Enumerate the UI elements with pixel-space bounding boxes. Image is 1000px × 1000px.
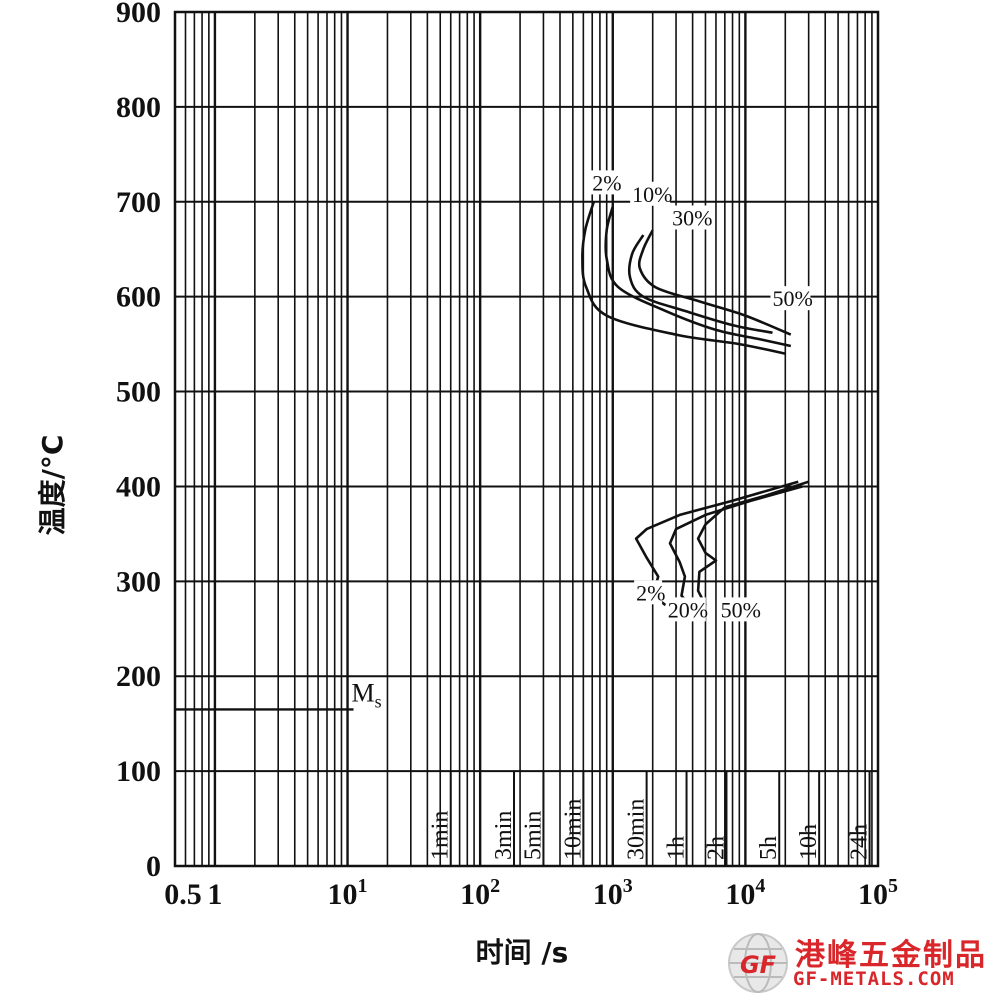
x-tick-label: 104 bbox=[725, 875, 765, 911]
bainite-curve-label: 2% bbox=[636, 580, 665, 605]
time-marker-label: 30min bbox=[624, 799, 650, 860]
pearlite-curve bbox=[637, 229, 792, 336]
bainite-curve-label: 20% bbox=[668, 597, 708, 622]
globe-logo-icon: GF bbox=[728, 933, 788, 993]
x-tick-label: 1 bbox=[207, 878, 222, 911]
y-tick-label: 400 bbox=[116, 470, 161, 503]
x-tick-label: 102 bbox=[460, 875, 500, 911]
watermark: GF 港峰五金制品 GF-METALS.COM bbox=[725, 928, 997, 996]
time-marker-label: 24h bbox=[847, 824, 873, 860]
time-marker-label: 5min bbox=[520, 811, 546, 860]
pearlite-curve-label: 50% bbox=[772, 286, 812, 311]
y-tick-label: 200 bbox=[116, 660, 161, 693]
y-tick-label: 800 bbox=[116, 91, 161, 124]
y-tick-label: 700 bbox=[116, 186, 161, 219]
time-markers: 1min 3min 5min 10min 30min 1h 2h 5h 10h 24h bbox=[428, 771, 873, 866]
time-marker-label: 10min bbox=[560, 799, 586, 860]
pearlite-curve bbox=[628, 234, 773, 334]
x-tick-labels: 0.5 1 101 102 103 104 105 bbox=[164, 875, 898, 911]
pearlite-curve-label: 2% bbox=[592, 170, 621, 195]
pearlite-curve bbox=[604, 206, 792, 348]
transformation-curves: 2% 10%30%50%2%20% 50% bbox=[581, 170, 813, 622]
time-marker-label: 5h bbox=[756, 836, 782, 860]
x-tick-label: 101 bbox=[328, 875, 368, 911]
y-tick-labels: 0 100 200 300 400 500 600 700 800 900 bbox=[116, 0, 161, 883]
y-tick-label: 600 bbox=[116, 281, 161, 314]
logo-text: GF bbox=[740, 951, 777, 979]
x-axis-title: 时间 /s bbox=[476, 936, 569, 969]
time-marker-label: 1h bbox=[664, 836, 690, 860]
y-tick-label: 300 bbox=[116, 565, 161, 598]
bainite-curve-label-bg bbox=[634, 580, 663, 605]
grid bbox=[173, 10, 880, 868]
pearlite-curve-label-bg bbox=[770, 286, 811, 311]
x-tick-label: 0.5 bbox=[164, 878, 202, 911]
x-tick-label: 103 bbox=[593, 875, 633, 911]
pearlite-curve-label-bg bbox=[630, 181, 671, 206]
y-tick-label: 100 bbox=[116, 755, 161, 788]
x-tick-label: 105 bbox=[858, 875, 898, 911]
watermark-cn: 港峰五金制品 bbox=[795, 938, 987, 973]
bainite-curve-label-bg bbox=[665, 597, 706, 622]
pearlite-curve-label: 10% bbox=[632, 182, 672, 207]
ms-label: Ms bbox=[352, 678, 382, 711]
watermark-en: GF-METALS.COM bbox=[793, 968, 955, 990]
time-marker-label: 1min bbox=[428, 811, 454, 860]
y-tick-label: 0 bbox=[146, 850, 161, 883]
y-axis-title: 温度/°C bbox=[36, 435, 69, 536]
pearlite-curve-label: 30% bbox=[672, 206, 712, 231]
bainite-curve-label-bg bbox=[718, 597, 759, 622]
plot-frame bbox=[173, 10, 880, 868]
pearlite-curve-label-bg bbox=[590, 170, 619, 195]
y-tick-label: 500 bbox=[116, 376, 161, 409]
bainite-curve bbox=[696, 480, 810, 606]
time-marker-label: 10h bbox=[796, 824, 822, 860]
time-marker-label: 3min bbox=[491, 811, 517, 860]
bainite-curve-label: 50% bbox=[721, 597, 761, 622]
y-tick-label: 900 bbox=[116, 0, 161, 29]
time-marker-label: 2h bbox=[703, 836, 729, 860]
pearlite-curve-label-bg bbox=[670, 205, 711, 230]
pearlite-curve bbox=[581, 201, 786, 355]
